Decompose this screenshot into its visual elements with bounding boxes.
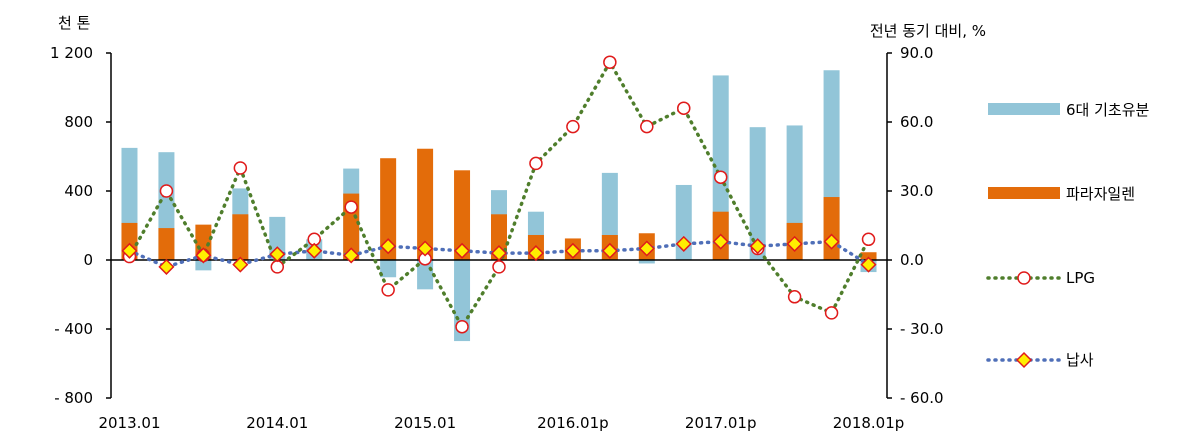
marker-naphtha-5: [306, 242, 323, 259]
marker-lpg-1: [159, 184, 174, 198]
bar-paraxylene-20: [860, 252, 877, 260]
marker-naphtha-6: [343, 247, 360, 264]
bar-base-oil-2: [195, 260, 212, 271]
marker-lpg-18: [787, 290, 802, 304]
marker-naphtha-14: [638, 240, 655, 257]
bar-base-oil-14: [638, 260, 655, 264]
legend-label-paraxylene: 파라자일렌: [1066, 185, 1135, 203]
left-tick-label-2: 0: [83, 251, 93, 269]
marker-lpg-11: [529, 156, 543, 171]
x-tick-label-2: 2015.01: [394, 414, 456, 432]
marker-naphtha-20: [860, 256, 877, 273]
x-tick-label-1: 2014.01: [246, 414, 308, 432]
legend-marker-naphtha: [1015, 351, 1033, 369]
right-tick-label-2: 0.0: [900, 251, 924, 269]
marker-lpg-19: [824, 306, 839, 320]
legend-label-naphtha: 납사: [1066, 351, 1094, 369]
marker-naphtha-11: [527, 245, 545, 262]
left-tick-label-3: 400: [64, 182, 93, 200]
legend-swatch-base-oil: [988, 103, 1060, 115]
marker-lpg-12: [566, 119, 580, 134]
left-tick-label-0: - 800: [54, 389, 93, 407]
marker-lpg-20: [861, 232, 876, 247]
left-axis-unit: 천 톤: [58, 14, 90, 32]
marker-lpg-10: [492, 260, 506, 274]
marker-naphtha-19: [823, 233, 840, 250]
ticks-layer: - 800 - 400 0 400 800 1 200 - 60.0 - 30.0 0.0 30.…: [50, 44, 944, 432]
marker-naphtha-9: [453, 242, 471, 259]
marker-naphtha-12: [564, 242, 581, 259]
marker-lpg-6: [344, 200, 358, 214]
marker-naphtha-4: [269, 246, 286, 263]
marker-lpg-13: [603, 55, 617, 69]
legend-item-paraxylene: 파라자일렌: [988, 185, 1135, 203]
left-tick-label-4: 800: [64, 113, 93, 131]
right-axis-unit: 전년 동기 대비, %: [870, 22, 986, 40]
legend-item-base-oil: 6대 기초유분: [988, 101, 1150, 119]
bar-paraxylene-19: [823, 197, 840, 260]
bar-paraxylene-1: [158, 228, 175, 260]
marker-lpg-16: [713, 170, 728, 184]
right-tick-label-3: 30.0: [900, 182, 933, 200]
marker-lpg-3: [233, 161, 248, 175]
marker-lpg-9: [455, 319, 469, 334]
bar-paraxylene-8: [417, 148, 434, 260]
bar-base-oil-4: [269, 216, 286, 260]
right-tick-label-0: - 60.0: [900, 389, 944, 407]
marker-naphtha-1: [158, 258, 175, 275]
marker-lpg-14: [640, 119, 654, 134]
bar-base-oil-17: [749, 127, 766, 260]
bar-paraxylene-3: [232, 214, 249, 260]
legend-item-naphtha: 납사: [986, 351, 1094, 369]
bar-paraxylene-10: [491, 214, 507, 260]
right-tick-label-1: - 30.0: [900, 320, 944, 338]
markers-layer: [121, 55, 877, 334]
marker-lpg-7: [381, 283, 395, 297]
marker-naphtha-16: [712, 233, 729, 250]
marker-naphtha-3: [232, 256, 249, 273]
x-tick-label-4: 2017.01p: [685, 414, 757, 432]
bar-base-oil-7: [380, 260, 397, 278]
x-tick-label-0: 2013.01: [98, 414, 160, 432]
legend-swatch-paraxylene: [988, 187, 1060, 199]
marker-naphtha-8: [417, 240, 434, 257]
line-lpg: [127, 58, 871, 331]
bar-paraxylene-7: [380, 158, 397, 260]
marker-naphtha-13: [601, 242, 618, 259]
marker-naphtha-7: [380, 238, 397, 255]
marker-naphtha-2: [195, 247, 212, 264]
marker-naphtha-0: [121, 242, 138, 259]
marker-naphtha-18: [786, 235, 803, 252]
bar-base-oil-9: [454, 260, 471, 342]
marker-naphtha-15: [675, 235, 692, 252]
left-tick-label-1: - 400: [54, 320, 93, 338]
legend-label-base-oil: 6대 기초유분: [1066, 101, 1150, 119]
right-tick-label-4: 60.0: [900, 113, 933, 131]
legend-label-lpg: LPG: [1066, 269, 1095, 287]
right-tick-label-5: 90.0: [900, 44, 933, 62]
marker-naphtha-17: [749, 238, 766, 255]
left-tick-label-5: 1 200: [50, 44, 93, 62]
x-tick-label-5: 2018.01p: [833, 414, 905, 432]
legend-marker-lpg: [1017, 271, 1031, 285]
marker-naphtha-10: [490, 245, 508, 262]
x-tick-label-3: 2016.01p: [537, 414, 609, 432]
bars-layer: [121, 70, 877, 342]
bar-paraxylene-9: [454, 170, 471, 260]
marker-lpg-15: [677, 101, 691, 115]
legend: 6대 기초유분 파라자일렌 LPG 납사: [986, 101, 1150, 369]
marker-lpg-4: [270, 260, 285, 274]
legend-item-lpg: LPG: [986, 269, 1095, 287]
